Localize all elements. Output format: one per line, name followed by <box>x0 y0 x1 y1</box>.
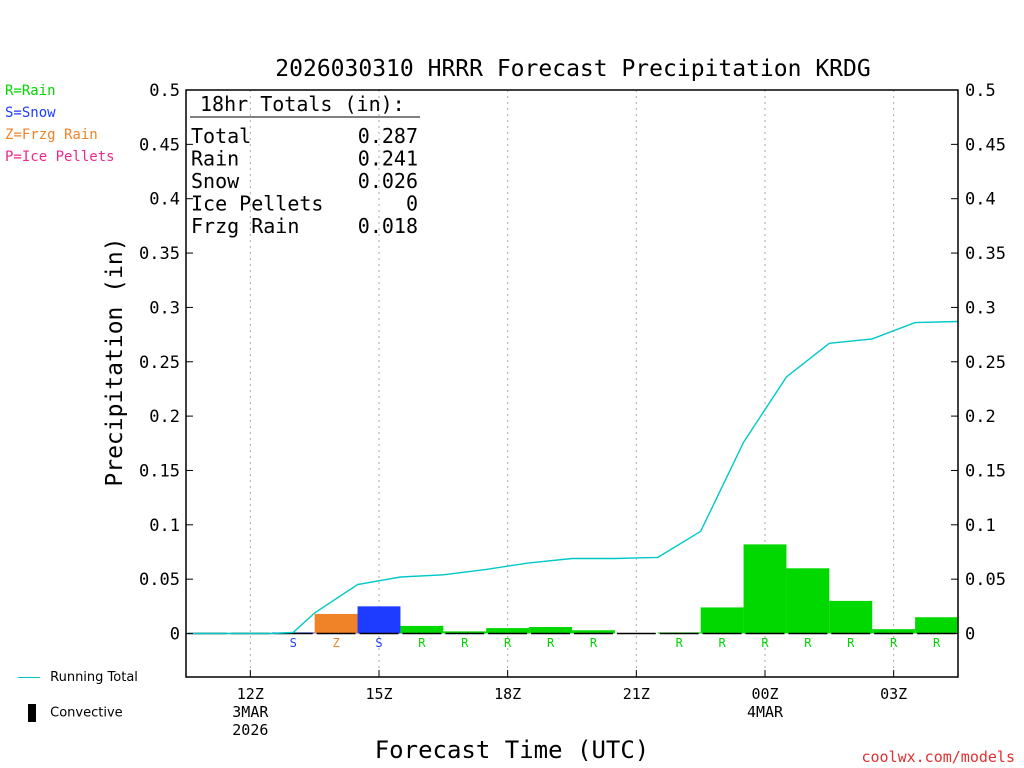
totals-title: 18hr Totals (in): <box>200 92 405 116</box>
precip-bar <box>700 607 744 634</box>
y-tick-label: 0.35 <box>139 244 180 264</box>
legend-rain: R=Rain <box>5 83 56 99</box>
precip-bar <box>829 600 873 634</box>
credit-text: coolwx.com/models <box>861 748 1015 766</box>
chart-title: 2026030310 HRRR Forecast Precipitation K… <box>275 56 870 82</box>
precip-type-label: S <box>375 636 382 650</box>
y-tick-label: 0 <box>965 625 975 645</box>
totals-row-label: Total <box>191 124 251 148</box>
precip-type-label: R <box>590 636 598 650</box>
precip-bar <box>357 606 401 634</box>
running-total-legend: Running Total <box>18 670 138 685</box>
x-tick-label: 15Z <box>365 685 392 703</box>
precip-type-label: R <box>676 636 684 650</box>
y-tick-label: 0.5 <box>149 81 180 101</box>
x-tick-label: 00Z <box>751 685 778 703</box>
y-tick-label: 0.3 <box>965 298 996 318</box>
running-total-legend-label: Running Total <box>50 670 138 685</box>
convective-legend-label: Convective <box>50 705 123 721</box>
totals-row-value: 0.026 <box>358 169 418 193</box>
y-tick-label: 0.25 <box>965 353 1006 373</box>
precip-type-label: R <box>504 636 512 650</box>
precip-type-label: R <box>933 636 941 650</box>
legend-frzg-rain: Z=Frzg Rain <box>5 127 98 143</box>
precip-bar <box>400 625 444 634</box>
y-axis-label: Precipitation (in) <box>102 237 128 486</box>
vertical-gridlines <box>249 90 895 677</box>
precip-type-label: R <box>847 636 855 650</box>
precip-type-label: R <box>547 636 555 650</box>
precip-bars <box>271 544 958 634</box>
totals-row-label: Frzg Rain <box>191 214 299 238</box>
x-tick-label: 12Z <box>237 685 264 703</box>
x-tick-label: 2026 <box>232 721 268 739</box>
y-tick-label: 0.35 <box>965 244 1006 264</box>
y-tick-label: 0.05 <box>965 570 1006 590</box>
precip-bar <box>915 617 958 634</box>
precip-type-label: R <box>718 636 726 650</box>
totals-row-label: Snow <box>191 169 240 193</box>
totals-row-value: 0.241 <box>358 147 418 171</box>
precip-type-label: R <box>418 636 426 650</box>
y-tick-label: 0.2 <box>965 407 996 427</box>
precip-bar <box>572 630 615 634</box>
y-tick-label: 0.15 <box>139 461 180 481</box>
totals-row-label: Ice Pellets <box>191 192 323 216</box>
precip-type-legend: R=Rain S=Snow Z=Frzg Rain P=Ice Pellets <box>5 80 115 168</box>
precip-bar <box>743 544 787 634</box>
precip-type-label: S <box>290 636 297 650</box>
precip-bar <box>786 568 830 634</box>
precip-type-label: R <box>761 636 769 650</box>
totals-row-value: 0.018 <box>358 214 418 238</box>
precip-type-label: Z <box>332 636 339 650</box>
x-tick-label: 3MAR <box>232 703 269 721</box>
x-tick-label: 4MAR <box>747 703 784 721</box>
totals-row-value: 0 <box>406 192 418 216</box>
precip-bar <box>314 613 358 634</box>
precip-bar <box>486 628 530 634</box>
y-tick-label: 0.15 <box>965 461 1006 481</box>
precip-type-label: R <box>890 636 898 650</box>
y-tick-label: 0.45 <box>139 135 180 155</box>
legend-snow: S=Snow <box>5 105 56 121</box>
precip-type-label: R <box>804 636 812 650</box>
totals-row-label: Rain <box>191 147 239 171</box>
x-tick-label: 18Z <box>494 685 521 703</box>
totals-box: 18hr Totals (in): Total 0.287 Rain 0.241 Snow… <box>190 92 420 238</box>
y-tick-label: 0.05 <box>139 570 180 590</box>
x-axis-label: Forecast Time (UTC) <box>375 736 650 764</box>
legend-ice-pellets: P=Ice Pellets <box>5 149 115 165</box>
precip-type-label: R <box>461 636 469 650</box>
y-tick-label: 0.3 <box>149 298 180 318</box>
convective-swatch <box>28 704 36 722</box>
running-total-swatch <box>18 677 40 678</box>
y-tick-label: 0.45 <box>965 135 1006 155</box>
precip-bar <box>872 629 916 634</box>
y-tick-label: 0.4 <box>149 190 180 210</box>
x-tick-label: 03Z <box>880 685 907 703</box>
y-tick-label: 0.5 <box>965 81 996 101</box>
y-axis-right: 0 0.05 0.1 0.15 0.2 0.25 0.3 0.35 0.4 0.45 0.5 <box>951 81 1006 645</box>
y-tick-label: 0.2 <box>149 407 180 427</box>
y-tick-label: 0.1 <box>149 516 180 536</box>
precip-bar <box>529 626 572 634</box>
y-tick-label: 0.25 <box>139 353 180 373</box>
y-axis-left: 0 0.05 0.1 0.15 0.2 0.25 0.3 0.35 0.4 0.45 0.5 <box>139 81 193 645</box>
x-tick-label: 21Z <box>623 685 650 703</box>
y-tick-label: 0.1 <box>965 516 996 536</box>
y-tick-label: 0 <box>170 625 180 645</box>
convective-legend: Convective <box>18 704 123 722</box>
precip-bar <box>443 631 487 634</box>
totals-row-value: 0.287 <box>358 124 418 148</box>
plot-frame <box>185 89 959 678</box>
y-tick-label: 0.4 <box>965 190 996 210</box>
running-total-line <box>186 320 959 635</box>
